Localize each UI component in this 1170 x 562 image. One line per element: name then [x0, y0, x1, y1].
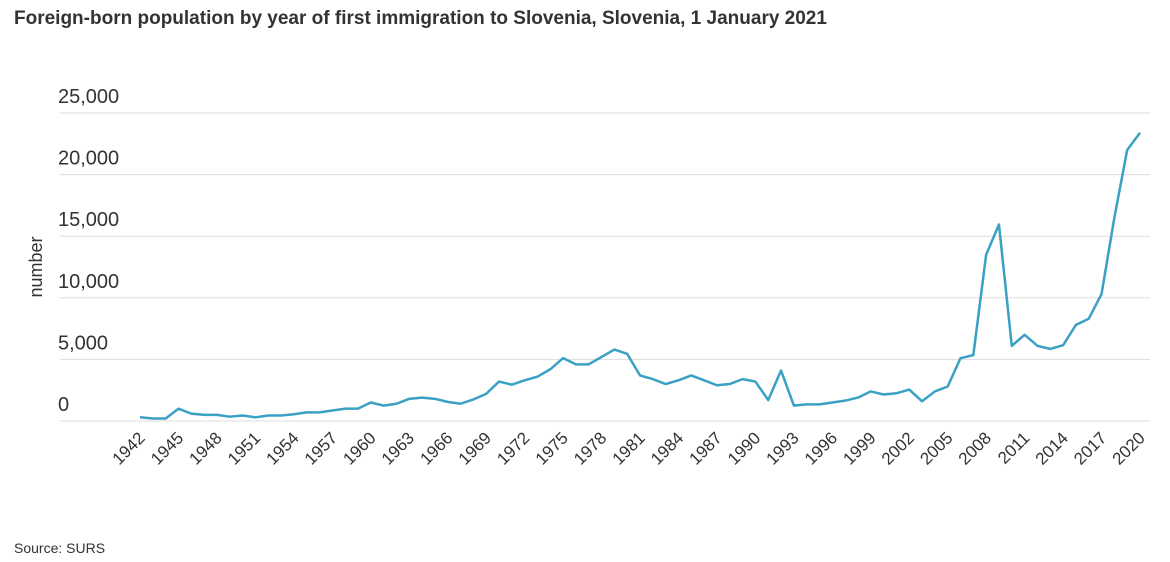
- x-tick-label: 2008: [955, 428, 995, 468]
- data-line: [139, 131, 1142, 420]
- x-tick-label: 2002: [878, 428, 918, 468]
- chart-title: Foreign-born population by year of first…: [14, 8, 827, 29]
- x-tick-label: 2005: [916, 428, 956, 468]
- y-tick-label: 10,000: [58, 271, 119, 293]
- x-tick-label: 1999: [839, 428, 879, 468]
- x-tick-label: 1978: [570, 428, 610, 468]
- y-tick-label: 0: [58, 394, 69, 416]
- x-tick-label: 1993: [762, 428, 802, 468]
- x-tick-label: 1972: [493, 428, 533, 468]
- x-tick-label: 1987: [686, 428, 726, 468]
- x-tick-label: 2017: [1070, 428, 1110, 468]
- y-tick-label: 20,000: [58, 148, 119, 170]
- x-tick-label: 2011: [994, 428, 1033, 467]
- y-tick-label: 25,000: [58, 86, 119, 108]
- y-axis-label: number: [26, 236, 46, 297]
- y-tick-label: 5,000: [58, 332, 108, 354]
- x-tick-label: 1984: [647, 428, 687, 468]
- x-tick-label: 1960: [339, 428, 379, 468]
- x-tick-label: 1975: [532, 428, 572, 468]
- x-tick-label: 1969: [455, 428, 495, 468]
- x-tick-label: 2014: [1032, 428, 1072, 468]
- y-tick-label: 15,000: [58, 209, 119, 231]
- x-tick-label: 1942: [109, 428, 149, 468]
- x-tick-label: 1966: [416, 428, 456, 468]
- x-tick-label: 1957: [301, 428, 341, 468]
- x-tick-label: 1981: [609, 428, 649, 468]
- x-tick-label: 1996: [801, 428, 841, 468]
- x-tick-label: 1990: [724, 428, 764, 468]
- source: Source: SURS: [14, 540, 105, 556]
- x-tick-label: 1963: [378, 428, 418, 468]
- x-tick-label: 1951: [224, 428, 264, 468]
- x-tick-label: 1954: [262, 428, 302, 468]
- x-tick-label: 1948: [186, 428, 226, 468]
- x-tick-label: 2020: [1109, 428, 1149, 468]
- x-tick-label: 1945: [147, 428, 187, 468]
